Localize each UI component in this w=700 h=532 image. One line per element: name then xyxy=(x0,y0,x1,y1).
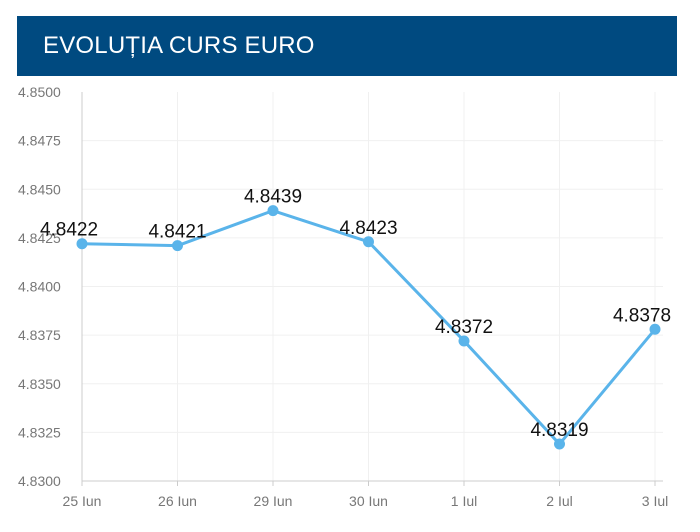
x-tick-label: 25 Iun xyxy=(63,493,102,509)
x-tick-label: 2 Iul xyxy=(546,493,572,509)
y-tick-label: 4.8425 xyxy=(18,230,61,246)
data-label: 4.8439 xyxy=(244,187,302,208)
y-tick-label: 4.8400 xyxy=(18,279,61,295)
x-tick-label: 26 Iun xyxy=(158,493,197,509)
y-tick-label: 4.8375 xyxy=(18,327,61,343)
data-point xyxy=(172,240,183,252)
x-tick-label: 1 Iul xyxy=(451,493,477,509)
data-label: 4.8423 xyxy=(339,218,397,239)
data-label: 4.8372 xyxy=(435,317,493,338)
data-label: 4.8421 xyxy=(148,222,206,243)
data-label: 4.8378 xyxy=(613,305,671,326)
data-label: 4.8319 xyxy=(530,420,588,441)
x-tick-label: 30 Iun xyxy=(349,493,388,509)
y-tick-label: 4.8300 xyxy=(18,473,61,489)
y-tick-label: 4.8350 xyxy=(18,376,61,392)
chart-header: EVOLUȚIA CURS EURO xyxy=(17,16,677,76)
data-point xyxy=(363,236,374,248)
data-point xyxy=(267,205,279,217)
y-tick-label: 4.8450 xyxy=(18,181,61,197)
y-tick-label: 4.8500 xyxy=(18,84,61,100)
data-label: 4.8422 xyxy=(40,220,98,241)
data-point xyxy=(649,323,661,335)
x-tick-label: 3 Iul xyxy=(642,493,668,509)
data-point xyxy=(554,438,565,450)
y-tick-label: 4.8325 xyxy=(18,424,61,440)
data-point xyxy=(458,335,470,347)
data-point xyxy=(76,238,88,250)
x-tick-label: 29 Iun xyxy=(254,493,293,509)
y-tick-label: 4.8475 xyxy=(18,133,61,149)
chart-title: EVOLUȚIA CURS EURO xyxy=(43,32,315,59)
